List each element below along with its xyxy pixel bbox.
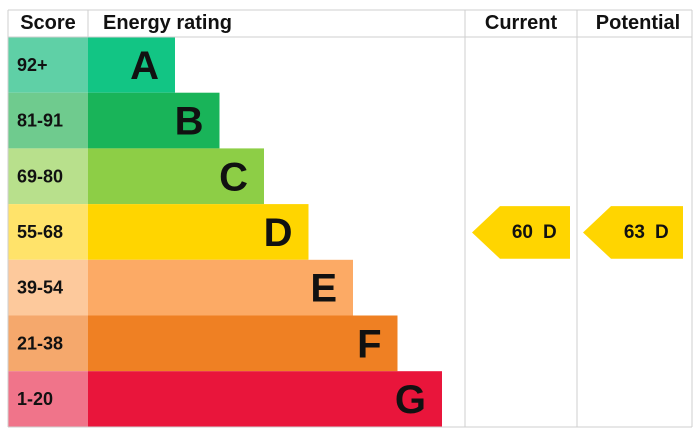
score-cell xyxy=(8,259,88,316)
rating-bar xyxy=(88,259,353,316)
band-letter: E xyxy=(310,267,337,311)
score-label: 92+ xyxy=(17,55,48,75)
score-cell xyxy=(8,371,88,427)
rating-bar xyxy=(88,204,309,260)
band-letter: C xyxy=(219,155,248,199)
score-header: Score xyxy=(20,12,76,34)
rating-bar xyxy=(88,371,442,427)
score-cell xyxy=(8,37,88,93)
potential-band: D xyxy=(655,222,669,243)
current-header: Current xyxy=(485,12,558,34)
band-letter: D xyxy=(264,211,293,255)
rating-bar xyxy=(88,315,398,372)
current-band: D xyxy=(543,222,557,243)
score-label: 39-54 xyxy=(17,278,63,298)
band-letter: F xyxy=(357,322,381,366)
band-letter: A xyxy=(130,44,159,88)
band-letter: G xyxy=(395,378,426,422)
current-arrow xyxy=(472,206,570,259)
score-label: 69-80 xyxy=(17,166,63,186)
score-cell xyxy=(8,92,88,149)
potential-header: Potential xyxy=(596,12,680,34)
rating-bar xyxy=(88,37,175,93)
score-label: 21-38 xyxy=(17,333,63,353)
score-cell xyxy=(8,315,88,372)
score-cell xyxy=(8,204,88,260)
score-label: 1-20 xyxy=(17,389,53,409)
score-label: 55-68 xyxy=(17,222,63,242)
band-letter: B xyxy=(175,100,204,144)
rating-bar xyxy=(88,148,264,205)
score-label: 81-91 xyxy=(17,111,63,131)
potential-arrow xyxy=(583,206,683,259)
rating-header: Energy rating xyxy=(103,12,232,34)
current-value: 60 xyxy=(512,222,533,243)
rating-bar xyxy=(88,92,220,149)
score-cell xyxy=(8,148,88,205)
potential-value: 63 xyxy=(624,222,645,243)
